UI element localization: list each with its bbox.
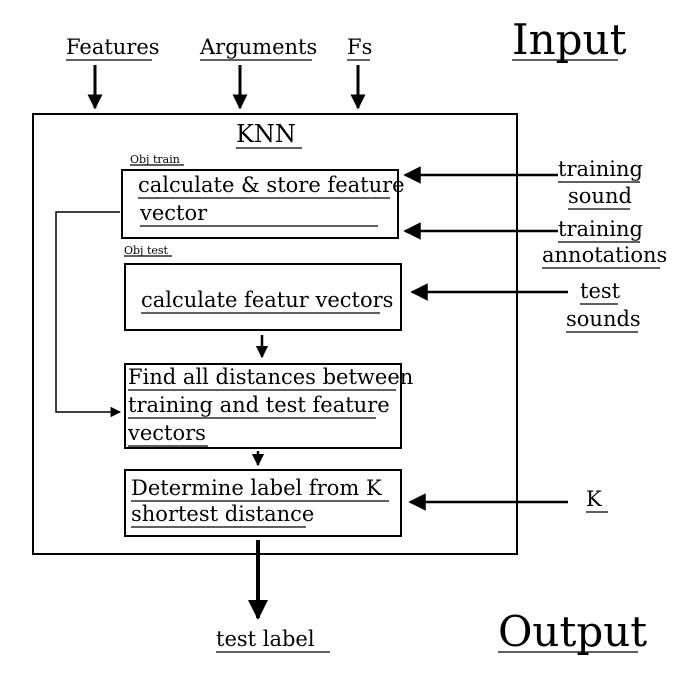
output-heading: Output <box>498 607 647 656</box>
obj-test-label: Obj test <box>124 244 169 257</box>
distance-box-line-1: Find all distances between <box>128 365 413 389</box>
distance-box-line-2: training and test feature <box>128 393 390 417</box>
input-fs: Fs <box>347 35 372 59</box>
k-input: K <box>586 487 602 511</box>
training-sound-line-1: training <box>558 157 643 181</box>
distance-box <box>124 363 402 449</box>
input-features: Features <box>66 35 160 59</box>
training-sound-line-2: sound <box>568 184 632 208</box>
input-arguments: Arguments <box>199 35 317 59</box>
label-box-line-1: Determine label from K <box>131 476 382 500</box>
test-box-line-1: calculate featur vectors <box>141 288 393 312</box>
output-test-label: test label <box>216 627 315 651</box>
train-box <box>121 169 399 239</box>
input-heading: Input <box>512 15 627 64</box>
knn-container <box>32 113 518 555</box>
label-box <box>124 469 402 537</box>
training-annotations-line-2: annotations <box>542 243 667 267</box>
distance-box-line-3: vectors <box>127 421 206 445</box>
training-annotations-line-1: training <box>558 217 643 241</box>
train-box-line-2: vector <box>139 201 208 225</box>
test-sounds-line-2: sounds <box>566 307 641 331</box>
train-box-line-1: calculate & store feature <box>138 173 405 197</box>
label-box-line-2: shortest distance <box>131 502 314 526</box>
test-sounds-line-1: test <box>580 279 621 303</box>
arrow-train-to-distance <box>55 211 122 418</box>
obj-train-label: Obj train <box>130 153 180 166</box>
knn-title: KNN <box>236 120 296 148</box>
test-box <box>124 263 402 331</box>
